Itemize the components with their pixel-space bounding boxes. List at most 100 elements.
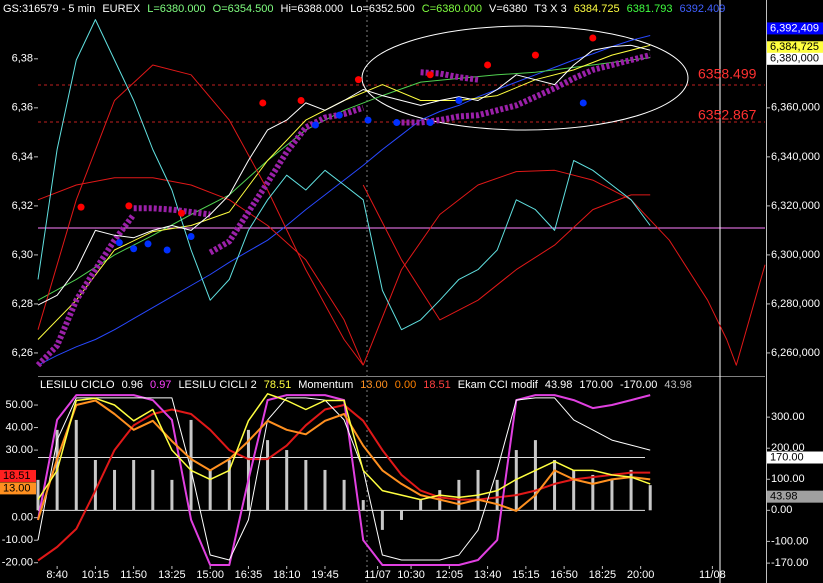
signal-dot <box>130 245 138 253</box>
price-marker-label: 6,380,000 <box>770 53 819 65</box>
histogram-bar <box>170 479 174 511</box>
x-tick-label: 16:35 <box>235 569 263 581</box>
signal-dot <box>125 202 133 210</box>
y-tick-label: 6,38 <box>12 53 33 65</box>
y2-tick-label: 6,360,000 <box>771 102 820 114</box>
header-item: 170.00 <box>579 379 613 391</box>
annotation: 6352.867 <box>698 107 757 123</box>
price-marker <box>0 469 36 482</box>
y-tick-label: 6,28 <box>12 298 33 310</box>
plot-layer: 6,38 6,36 6,34 6,32 6,30 6,28 6,26 6,360,000 6,3… <box>0 19 823 581</box>
price-marker-label: 18.51 <box>3 470 31 482</box>
price-marker <box>767 52 823 65</box>
histogram-bar <box>189 419 193 511</box>
price-marker-label: 13.00 <box>3 482 31 494</box>
y2-tick-label: -170.00 <box>771 557 808 569</box>
x-tick-label: 11/08 <box>699 569 726 581</box>
header-item: 6392.409 <box>679 3 725 15</box>
y2-tick-label: 6,320,000 <box>771 200 820 212</box>
highlight-ellipse <box>361 25 689 131</box>
signal-dot <box>311 121 319 129</box>
histogram-bar <box>400 510 403 520</box>
histogram-bar <box>648 485 652 511</box>
histogram-bar <box>266 440 270 511</box>
y-tick-label: 30.00 <box>5 444 33 456</box>
header-item: Ekam CCI modif <box>458 379 539 391</box>
series-line <box>37 35 651 366</box>
series-line <box>37 44 651 306</box>
signal-dot <box>393 119 401 127</box>
series-line <box>37 19 651 331</box>
histogram-bar <box>323 469 327 511</box>
series-line <box>37 57 651 301</box>
y2-tick-label: 300.00 <box>771 411 805 423</box>
histogram-bar <box>629 469 633 511</box>
x-tick-label: 20:00 <box>627 569 655 581</box>
y-tick-label: 6,26 <box>12 347 33 359</box>
histogram-bar <box>553 460 557 511</box>
y-tick-label: -10.00 <box>2 534 33 546</box>
x-tick-label: 15:15 <box>512 569 540 581</box>
histogram-bar <box>533 440 537 511</box>
y-tick-label: 6,32 <box>12 200 33 212</box>
histogram-bar <box>380 510 384 530</box>
signal-dot <box>354 76 362 84</box>
price-marker <box>767 22 823 35</box>
header-item: Momentum <box>298 379 353 391</box>
x-tick-label: 15:00 <box>196 569 224 581</box>
x-tick-label: 13:25 <box>158 569 186 581</box>
y2-tick-label: 6,260,000 <box>771 347 820 359</box>
series-line <box>37 64 364 366</box>
histogram-bar <box>151 469 155 511</box>
y-tick-label: 6,30 <box>12 249 33 261</box>
signal-dot <box>297 96 305 104</box>
signal-dot <box>426 71 434 79</box>
x-tick-label: 11/07 <box>364 569 391 581</box>
histogram-bar <box>419 500 423 511</box>
y-tick-label: 6,34 <box>12 151 33 163</box>
y-tick-label: 50.00 <box>5 399 33 411</box>
signal-dot <box>426 119 434 127</box>
x-tick-label: 19:45 <box>311 569 339 581</box>
y2-tick-label: -100.00 <box>771 535 808 547</box>
x-tick-label: 11:50 <box>120 569 147 581</box>
histogram-bar <box>476 469 480 511</box>
histogram-bar <box>208 469 212 511</box>
y2-tick-label: 6,300,000 <box>771 249 820 261</box>
header-item: 43.98 <box>664 379 692 391</box>
signal-dot <box>259 99 267 107</box>
series-line <box>37 397 651 561</box>
histogram-bar <box>342 479 346 511</box>
header-item: 0.96 <box>122 379 143 391</box>
header-item: GS:316579 - 5 min <box>3 3 95 15</box>
histogram-bar <box>113 469 117 511</box>
signal-dot <box>163 246 171 254</box>
histogram-bar <box>132 460 136 511</box>
x-tick-label: 8:40 <box>46 569 67 581</box>
trend-band <box>401 52 651 126</box>
price-marker-label: 170.00 <box>770 451 804 463</box>
signal-dot <box>484 61 492 69</box>
header-item: LESILU CICLI 2 <box>178 379 256 391</box>
price-marker-label: 6,384,725 <box>770 41 819 53</box>
price-marker <box>767 490 823 503</box>
header-item: 0.97 <box>150 379 171 391</box>
header-item: Hi=6388.000 <box>281 3 344 15</box>
annotation: 6358.499 <box>698 66 757 82</box>
series-line <box>37 393 651 501</box>
y-tick-label: 6,36 <box>12 102 33 114</box>
histogram-bar <box>610 479 614 511</box>
histogram-bar <box>36 479 40 511</box>
header-item: LESILU CICLO <box>40 379 115 391</box>
histogram-bar <box>285 450 289 511</box>
x-tick-label: 13:40 <box>474 569 502 581</box>
price-marker <box>767 41 823 54</box>
header-item: 78.51 <box>264 379 292 391</box>
price-marker-label: 43.98 <box>770 491 798 503</box>
histogram-bar <box>591 474 595 511</box>
trend-band <box>133 205 211 218</box>
series-line <box>362 184 651 321</box>
header-item: 6384.725 <box>574 3 620 15</box>
series-line <box>37 177 364 366</box>
